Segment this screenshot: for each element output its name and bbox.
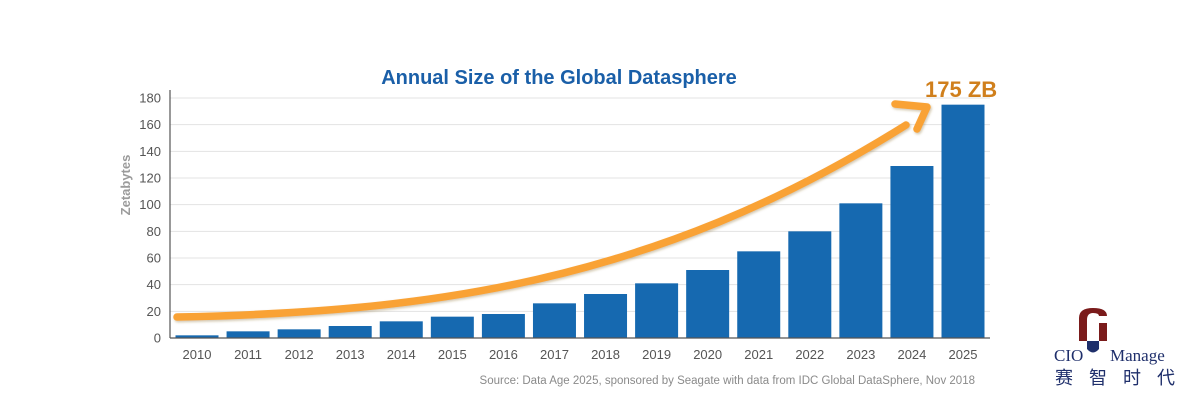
y-tick-label-20: 20 (147, 304, 161, 319)
bar-2019 (635, 283, 679, 338)
grid-lines (170, 97, 990, 312)
x-tick-label-2022: 2022 (795, 347, 824, 362)
source-note: Source: Data Age 2025, sponsored by Seag… (480, 375, 975, 387)
bar-2020 (686, 270, 730, 338)
y-tick-label-120: 120 (139, 171, 161, 186)
y-tick-label-60: 60 (147, 251, 161, 266)
x-axis-ticks: 2010 2011 2012 2013 2014 2015 2016 2017 2018 2019… (183, 347, 978, 362)
y-tick-label-0: 0 (154, 331, 161, 346)
bar-2010 (175, 335, 219, 338)
bar-2022 (788, 231, 832, 338)
x-tick-label-2024: 2024 (897, 347, 926, 362)
y-tick-label-140: 140 (139, 144, 161, 159)
bar-2017 (532, 303, 576, 338)
x-tick-label-2020: 2020 (693, 347, 722, 362)
cio-manage-logo: CIO Manage 赛智时代 (1054, 308, 1175, 389)
trend-arrow-curve (173, 121, 910, 321)
bar-2015 (430, 316, 474, 338)
x-tick-label-2015: 2015 (438, 347, 467, 362)
bar-2012 (277, 329, 321, 338)
growth-trend-arrow (173, 100, 931, 321)
trend-arrow-head (891, 100, 931, 133)
bar-2011 (226, 331, 270, 338)
bar-2016 (481, 314, 525, 338)
x-tick-label-2025: 2025 (949, 347, 978, 362)
logo-text-cjk: 赛智时代 (1055, 368, 1175, 389)
x-tick-label-2014: 2014 (387, 347, 416, 362)
x-tick-label-2021: 2021 (744, 347, 773, 362)
y-axis-ticks: 0 20 40 60 80 100 120 140 160 180 (139, 91, 161, 346)
y-tick-label-40: 40 (147, 277, 161, 292)
x-tick-label-2023: 2023 (846, 347, 875, 362)
x-tick-label-2011: 2011 (234, 347, 262, 362)
bar-2021 (737, 251, 781, 338)
bar-2024 (890, 166, 934, 338)
bar-2013 (328, 326, 372, 338)
y-tick-label-180: 180 (139, 91, 161, 106)
logo-mark-icon (1079, 308, 1107, 353)
x-tick-label-2019: 2019 (642, 347, 671, 362)
x-tick-label-2010: 2010 (183, 347, 212, 362)
x-tick-label-2016: 2016 (489, 347, 518, 362)
x-tick-label-2013: 2013 (336, 347, 365, 362)
logo-text-manage: Manage (1110, 346, 1165, 365)
bar-2018 (584, 294, 628, 338)
logo-text-cio: CIO (1054, 346, 1083, 365)
bar-2025 (941, 104, 985, 339)
x-tick-label-2017: 2017 (540, 347, 569, 362)
y-tick-label-80: 80 (147, 224, 161, 239)
y-axis-title: Zetabytes (118, 155, 133, 216)
bar-2023 (839, 203, 883, 338)
axes (169, 90, 990, 339)
x-tick-label-2018: 2018 (591, 347, 620, 362)
y-tick-label-160: 160 (139, 117, 161, 132)
callout-175zb: 175 ZB (925, 77, 997, 102)
bar-2014 (379, 321, 423, 338)
chart-title: Annual Size of the Global Datasphere (381, 67, 737, 89)
bars (175, 104, 985, 339)
x-tick-label-2012: 2012 (285, 347, 314, 362)
y-tick-label-100: 100 (139, 197, 161, 212)
